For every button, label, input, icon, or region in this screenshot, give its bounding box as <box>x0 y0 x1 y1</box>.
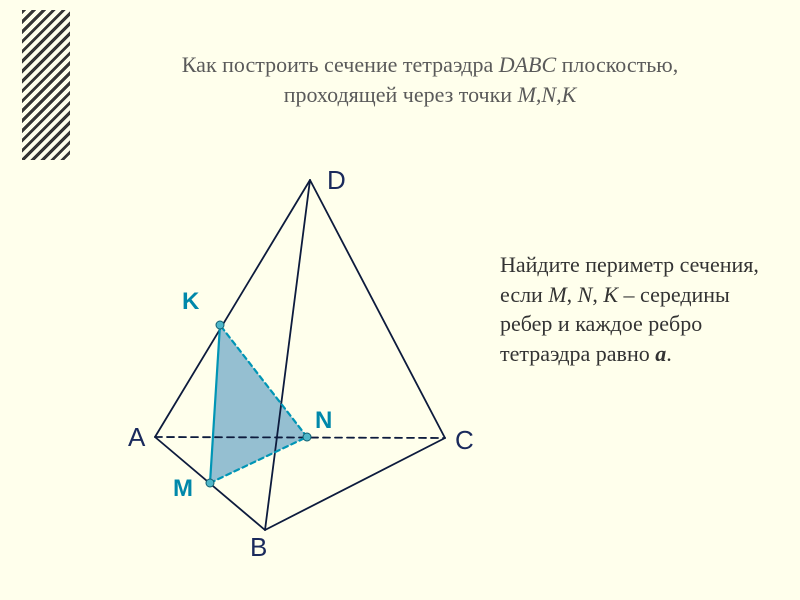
problem-text: Найдите периметр сечения, если M, N, K –… <box>500 250 770 369</box>
title-text: плоскостью, <box>556 52 678 77</box>
side-m: M <box>548 282 566 307</box>
decorative-stripe <box>22 10 70 160</box>
side-text: , <box>592 282 603 307</box>
side-n: N <box>578 282 593 307</box>
vertex-label-d: D <box>327 165 346 196</box>
point-label-n: N <box>315 407 332 435</box>
vertex-label-a: A <box>128 422 145 453</box>
vertex-label-b: B <box>250 532 267 563</box>
side-k: K <box>603 282 618 307</box>
title-dabc: DABC <box>499 52 556 77</box>
vertex-label-c: C <box>455 425 474 456</box>
page-title: Как построить сечение тетраэдра DABC пло… <box>100 50 760 109</box>
title-mnk: M,N,K <box>518 82 577 107</box>
point-label-m: M <box>173 475 193 503</box>
title-text: Как построить сечение тетраэдра <box>182 52 499 77</box>
side-a: а <box>655 341 666 366</box>
side-text: . <box>666 341 672 366</box>
side-text: , <box>567 282 578 307</box>
title-text: проходящей через точки <box>284 82 518 107</box>
point-label-k: K <box>182 288 199 316</box>
tetrahedron-diagram: D A B C K M N <box>120 160 470 560</box>
